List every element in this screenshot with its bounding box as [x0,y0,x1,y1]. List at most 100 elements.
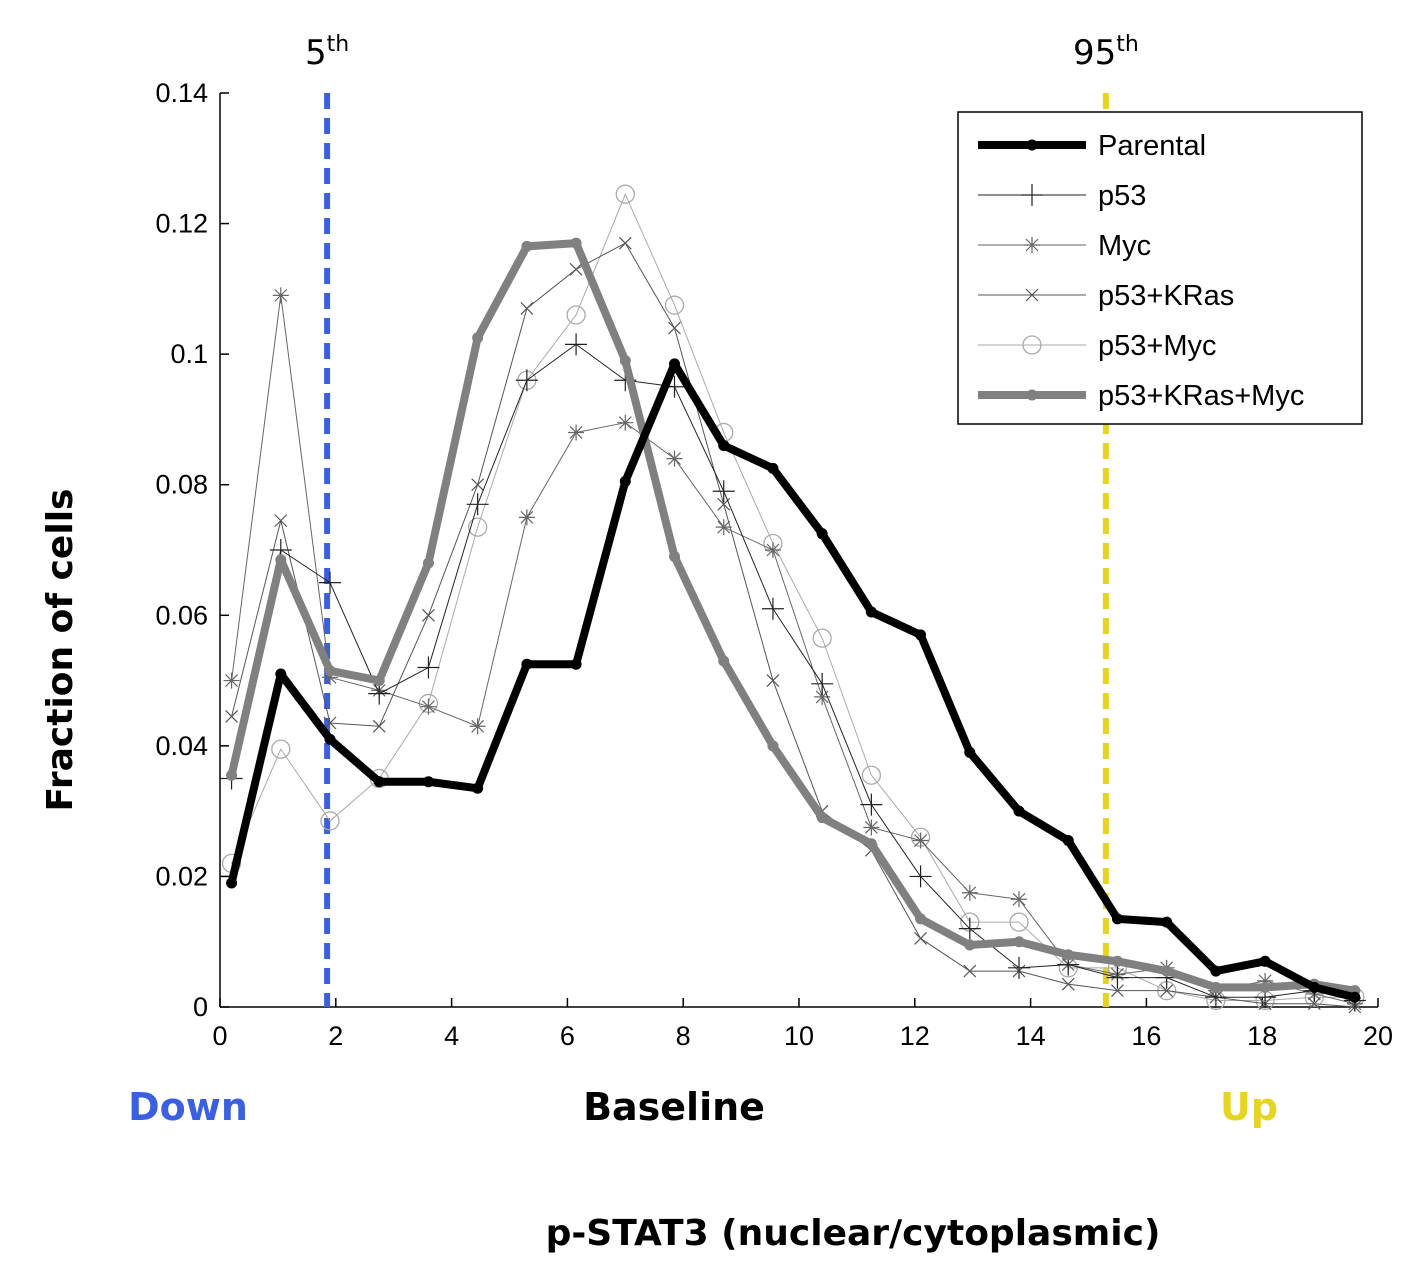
data-point [1026,389,1038,401]
data-point [226,769,238,781]
data-point [718,440,730,452]
data-point [963,964,977,978]
series-line [231,193,1356,1001]
x-tick-label: 0 [212,1021,227,1051]
data-point [1013,936,1025,948]
series-lines [220,184,1366,1014]
region-label-baseline: Baseline [583,1085,765,1129]
data-point [1106,966,1129,989]
data-point [761,597,784,620]
data-point [715,519,732,536]
threshold-value: 95 [1073,33,1116,73]
x-tick-label: 12 [900,1021,930,1051]
legend-box [957,111,1363,425]
data-point [669,551,681,563]
data-point [469,718,486,735]
y-tick-label: 0 [193,992,208,1022]
data-point [518,509,535,526]
data-point [1013,805,1025,817]
y-axis-title: Fraction of cells [40,489,81,812]
data-point [570,658,582,670]
data-point [1259,981,1271,993]
data-point [1062,835,1074,847]
y-tick-label: 0.02 [155,861,208,891]
series-line [227,359,1359,1002]
data-point [1308,981,1320,993]
data-point [668,321,681,335]
data-point [275,554,287,566]
data-point [422,557,434,569]
y-tick-label: 0.08 [155,470,208,500]
data-point [619,475,631,487]
data-point [368,682,391,705]
threshold-label: 95th [1073,32,1139,73]
data-point [865,606,877,618]
data-point [372,719,386,733]
data-point [272,287,289,304]
legend-entry: Parental [978,130,1206,162]
data-point [521,240,533,252]
legend-label: p53+Myc [1098,330,1216,362]
data-point [1025,288,1039,302]
data-point [275,668,287,680]
series-p53-myc [221,184,1365,1011]
data-point [323,716,337,730]
data-point [420,698,437,715]
data-point [964,939,976,951]
data-point [226,877,238,889]
data-point [861,765,882,785]
data-point [322,669,339,686]
data-point [570,237,582,249]
data-point [814,688,831,705]
y-tick-label: 0.04 [155,731,208,761]
data-point [1011,891,1028,908]
data-point [1161,965,1173,977]
data-point [566,305,586,325]
legend-label: p53 [1098,180,1146,212]
series-p53 [220,333,1366,1012]
data-point [767,740,779,752]
data-point [472,332,484,344]
data-point [618,236,632,250]
data-point [319,571,342,594]
data-point [1210,981,1222,993]
data-point [1307,997,1321,1011]
legend-label: Parental [1098,130,1206,162]
series-line [227,239,1359,995]
x-tick-label: 16 [1131,1021,1161,1051]
data-point [666,450,683,467]
data-point [422,608,435,622]
data-point [521,658,533,670]
y-tick-label: 0.1 [170,339,208,369]
data-point [417,656,440,679]
data-point [569,262,583,276]
data-point [422,776,434,788]
series-parental [226,358,1361,1003]
data-point [811,672,834,695]
x-tick-label: 8 [676,1021,691,1051]
data-point [909,865,932,888]
data-point [718,655,730,667]
data-point [1111,984,1124,998]
data-point [1257,972,1274,989]
data-point [1111,913,1123,925]
data-point [466,493,489,516]
x-tick-label: 4 [444,1021,459,1051]
data-point [615,184,635,204]
data-point [767,462,779,474]
y-tick-label: 0.06 [155,600,208,630]
data-point [812,628,832,648]
legend-label: p53+KRas+Myc [1098,380,1304,412]
threshold-suffix: th [1116,32,1139,57]
data-point [961,884,978,901]
data-point [1009,912,1029,932]
data-point [816,528,828,540]
data-point [1026,139,1038,151]
legend-entry: p53 [978,180,1146,212]
x-tick-label: 20 [1363,1021,1393,1051]
data-point [373,776,385,788]
legend-label: Myc [1098,230,1151,262]
data-point [1161,916,1173,928]
data-point [664,295,685,315]
